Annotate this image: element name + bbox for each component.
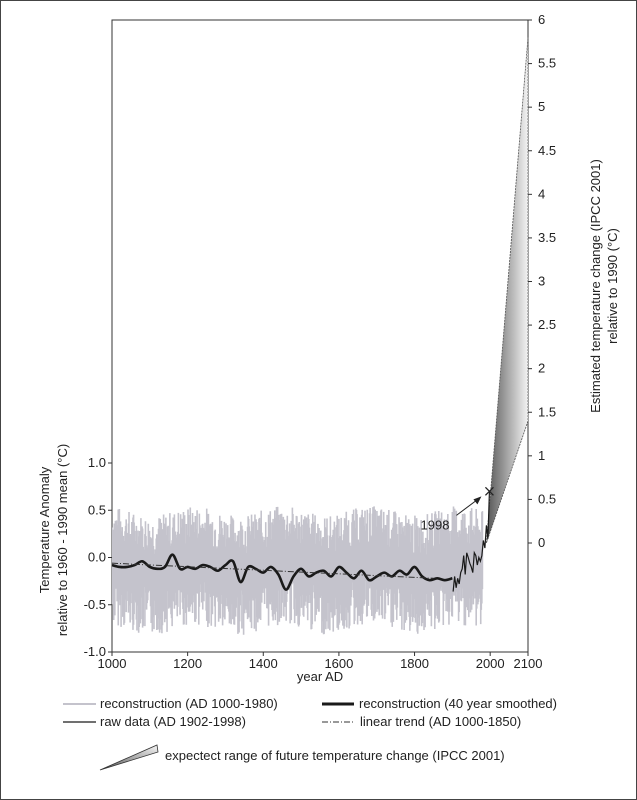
linear-trend-line — [111, 562, 434, 579]
x-axis: 1000 1200 1400 1600 1800 2000 2100 — [98, 652, 543, 671]
annotation-label: 1998 — [421, 517, 450, 532]
y-left-tick-label: 0.5 — [88, 502, 106, 517]
y-axis-right-title-line1: Estimated temperature change (IPCC 2001) — [588, 159, 603, 413]
reconstruction-band-spikes — [112, 506, 484, 635]
x-tick-label: 1800 — [400, 656, 429, 671]
annotation-arrowhead — [473, 496, 482, 505]
y-right-tick-label: 4 — [538, 186, 545, 201]
legend-label-future-range: expectect range of future temperature ch… — [165, 748, 505, 763]
legend-label-raw: raw data (AD 1902-1998) — [100, 714, 246, 729]
y-left-tick-label: 1.0 — [88, 455, 106, 470]
y-right-tick-label: 3 — [538, 274, 545, 289]
y-left-tick-label: 0.0 — [88, 550, 106, 565]
x-tick-label: 2000 — [476, 656, 505, 671]
x-tick-label: 1400 — [249, 656, 278, 671]
y-axis-left: 1.0 0.5 0.0 -0.5 -1.0 — [84, 455, 112, 659]
y-right-tick-label: 2.5 — [538, 317, 556, 332]
y-axis-left-title-line2: relative to 1960 - 1990 mean (°C) — [55, 444, 70, 636]
y-axis-left-title-line1: Temperature Anomaly — [37, 466, 52, 593]
legend-label-trend: linear trend (AD 1000-1850) — [360, 714, 521, 729]
legend-label-reconstruction: reconstruction (AD 1000-1980) — [100, 696, 278, 711]
x-axis-title: year AD — [297, 669, 343, 684]
x-tick-label: 2100 — [514, 656, 543, 671]
y-right-tick-label: 1 — [538, 448, 545, 463]
y-right-tick-label: 5 — [538, 99, 545, 114]
y-right-tick-label: 1.5 — [538, 404, 556, 419]
legend-label-smoothed: reconstruction (40 year smoothed) — [359, 696, 557, 711]
y-right-tick-label: 5.5 — [538, 56, 556, 71]
y-right-tick-label: 4.5 — [538, 143, 556, 158]
y-left-tick-label: -1.0 — [84, 644, 106, 659]
annotation-1998: 1998 — [421, 486, 494, 532]
y-left-tick-label: -0.5 — [84, 597, 106, 612]
future-range-wedge — [486, 37, 529, 544]
raw-data-line — [452, 491, 491, 592]
y-axis-right-title-line2: relative to 1990 (°C) — [605, 228, 620, 344]
y-right-tick-label: 3.5 — [538, 230, 556, 245]
y-axis-right: 6 5.5 5 4.5 4 3.5 3 2.5 2 1.5 1 0.5 0 — [528, 12, 556, 550]
reconstruction-band — [112, 506, 484, 635]
y-right-tick-label: 0.5 — [538, 491, 556, 506]
legend: reconstruction (AD 1000-1980) reconstruc… — [63, 696, 557, 771]
y-right-tick-label: 2 — [538, 361, 545, 376]
legend-swatch-future-range — [99, 744, 159, 771]
y-right-tick-label: 0 — [538, 535, 545, 550]
y-right-tick-label: 6 — [538, 12, 545, 27]
future-range — [486, 37, 529, 544]
x-tick-label: 1600 — [324, 656, 353, 671]
series-lines — [111, 491, 491, 592]
x-tick-label: 1200 — [173, 656, 202, 671]
smoothed-reconstruction-line — [111, 553, 453, 591]
annotation-marker — [484, 486, 494, 496]
x-tick-label: 1000 — [98, 656, 127, 671]
